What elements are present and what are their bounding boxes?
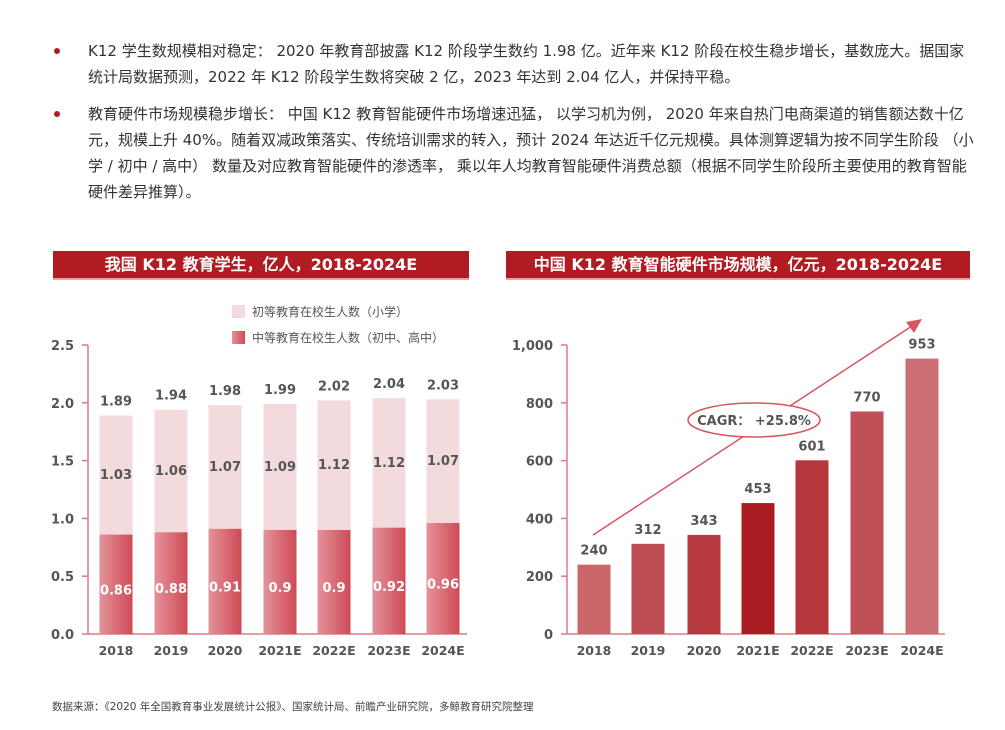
bar xyxy=(631,543,665,634)
x-tick-label: 2019 xyxy=(154,643,189,658)
data-label: 240 xyxy=(580,544,607,559)
data-label-primary: 1.03 xyxy=(100,468,132,483)
y-tick-label: 2.5 xyxy=(51,339,74,354)
y-tick-label: 1,000 xyxy=(512,339,553,354)
cagr-arrow-head xyxy=(906,319,922,333)
data-label-secondary: 0.92 xyxy=(373,580,405,595)
bar-secondary xyxy=(263,529,297,634)
bar-primary xyxy=(263,403,297,530)
x-tick-label: 2024E xyxy=(900,643,943,658)
legend-label-primary: 初等教育在校生人数（小学） xyxy=(252,304,408,319)
data-label: 312 xyxy=(634,523,661,538)
y-tick-label: 800 xyxy=(526,397,553,412)
bullet-hardware-market: 教育硬件市场规模稳步增长： 中国 K12 教育智能硬件市场增速迅猛， 以学习机为… xyxy=(54,101,978,205)
data-label-secondary: 0.86 xyxy=(100,583,132,598)
bullet-dot xyxy=(54,111,60,117)
data-label-primary: 1.06 xyxy=(155,464,187,479)
cagr-label: CAGR： +25.8% xyxy=(697,414,811,429)
data-label-primary: 1.09 xyxy=(264,460,296,475)
x-tick-label: 2018 xyxy=(99,643,134,658)
y-tick-label: 0.0 xyxy=(51,628,74,643)
data-label-secondary: 0.96 xyxy=(427,578,459,593)
data-label: 343 xyxy=(690,514,717,529)
data-label-primary: 1.07 xyxy=(427,454,459,469)
bullet-text: 教育硬件市场规模稳步增长： 中国 K12 教育智能硬件市场增速迅猛， 以学习机为… xyxy=(88,105,974,201)
y-tick-label: 0 xyxy=(544,628,553,643)
x-tick-label: 2020 xyxy=(208,643,243,658)
data-label-secondary: 0.88 xyxy=(155,582,187,597)
bullet-student-scale: K12 学生数规模相对稳定： 2020 年教育部披露 K12 阶段学生数约 1.… xyxy=(54,38,978,90)
source-footnote: 数据来源：《2020 年全国教育事业发展统计公报》、国家统计局、前瞻产业研究院，… xyxy=(52,701,534,713)
x-tick-label: 2021E xyxy=(258,643,301,658)
bar xyxy=(850,411,884,634)
bar xyxy=(687,534,721,634)
data-label-secondary: 0.91 xyxy=(209,580,241,595)
x-tick-label: 2023E xyxy=(367,643,410,658)
x-tick-label: 2023E xyxy=(845,643,888,658)
bar-secondary xyxy=(426,523,460,634)
y-tick-label: 2.0 xyxy=(51,397,74,412)
data-label-primary: 1.07 xyxy=(209,460,241,475)
cagr-ellipse xyxy=(687,402,821,438)
bar-secondary xyxy=(317,529,351,634)
data-label: 601 xyxy=(798,439,825,454)
left-chart-title: 我国 K12 教育学生，亿人，2018-2024E xyxy=(53,251,469,278)
bar xyxy=(795,460,829,634)
bar-secondary xyxy=(372,527,406,634)
data-label-total: 1.94 xyxy=(155,389,187,404)
data-label-primary: 1.12 xyxy=(373,456,405,471)
y-tick-label: 600 xyxy=(526,455,553,470)
x-tick-label: 2019 xyxy=(631,643,666,658)
legend-swatch-primary xyxy=(232,305,245,318)
data-label: 453 xyxy=(744,482,771,497)
bullet-text: K12 学生数规模相对稳定： 2020 年教育部披露 K12 阶段学生数约 1.… xyxy=(88,42,965,86)
bullet-dot xyxy=(54,48,60,54)
bar-primary xyxy=(426,399,460,524)
data-label-total: 1.89 xyxy=(100,395,132,410)
bar-primary xyxy=(154,409,188,533)
bar xyxy=(905,358,939,634)
bar-secondary xyxy=(154,532,188,634)
data-label-total: 2.02 xyxy=(318,379,350,394)
data-label-secondary: 0.9 xyxy=(268,581,291,596)
x-tick-label: 2021E xyxy=(736,643,779,658)
data-label-primary: 1.12 xyxy=(318,458,350,473)
bar xyxy=(577,564,611,634)
bar-primary xyxy=(317,400,351,530)
legend-swatch-secondary xyxy=(232,331,245,344)
x-tick-label: 2020 xyxy=(687,643,722,658)
bar-secondary xyxy=(208,528,242,634)
y-tick-label: 1.0 xyxy=(51,512,74,527)
right-chart-title: 中国 K12 教育智能硬件市场规模，亿元，2018-2024E xyxy=(506,251,970,278)
data-label-total: 2.03 xyxy=(427,378,459,393)
y-tick-label: 0.5 xyxy=(51,570,74,585)
data-label-total: 1.99 xyxy=(264,383,296,398)
data-label: 770 xyxy=(853,390,880,405)
y-tick-label: 200 xyxy=(526,570,553,585)
y-tick-label: 400 xyxy=(526,512,553,527)
y-tick-label: 1.5 xyxy=(51,455,74,470)
x-tick-label: 2022E xyxy=(790,643,833,658)
legend-label-secondary: 中等教育在校生人数（初中、高中） xyxy=(252,330,444,345)
bar-primary xyxy=(372,398,406,528)
data-label-total: 2.04 xyxy=(373,377,405,392)
x-tick-label: 2024E xyxy=(421,643,464,658)
x-tick-label: 2022E xyxy=(312,643,355,658)
bar xyxy=(741,503,775,634)
bar-primary xyxy=(208,405,242,529)
x-tick-label: 2018 xyxy=(577,643,612,658)
bar-secondary xyxy=(99,534,133,634)
data-label-total: 1.98 xyxy=(209,384,241,399)
bar-primary xyxy=(99,415,133,535)
data-label: 953 xyxy=(908,338,935,353)
data-label-secondary: 0.9 xyxy=(322,581,345,596)
